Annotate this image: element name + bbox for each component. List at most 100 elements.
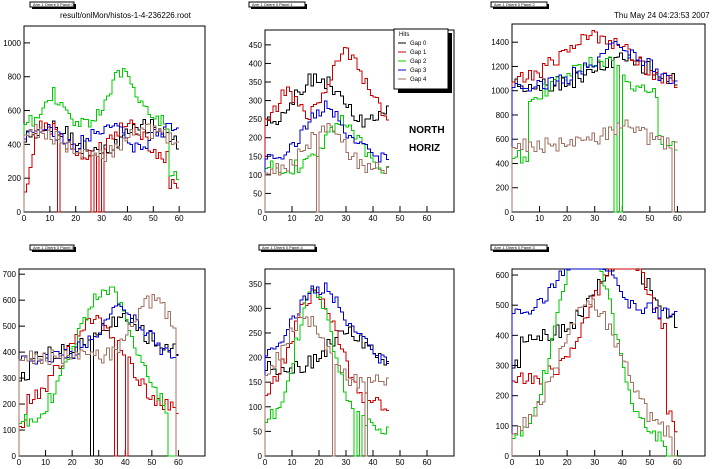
- y-tick-label: 600: [8, 107, 22, 116]
- panel-2: Arm 1 Orient 0 Panel 2020040060080010001…: [490, 1, 706, 223]
- panel-title-box: [248, 1, 306, 8]
- x-tick-label: 20: [563, 458, 572, 467]
- x-tick-label: 10: [535, 458, 544, 467]
- y-tick-label: 100: [496, 422, 510, 431]
- x-tick-label: 20: [563, 214, 572, 223]
- y-tick-label: 800: [8, 73, 22, 82]
- x-tick-label: 50: [396, 214, 405, 223]
- x-tick-label: 50: [147, 458, 156, 467]
- x-tick-label: 20: [71, 214, 80, 223]
- y-tick-label: 350: [249, 78, 263, 87]
- y-tick-label: 1200: [491, 62, 509, 71]
- y-tick-label: 300: [3, 374, 17, 383]
- x-tick-label: 0: [263, 214, 268, 223]
- x-tick-label: 0: [17, 458, 22, 467]
- y-tick-label: 700: [3, 270, 17, 279]
- x-tick-label: 40: [369, 458, 378, 467]
- y-tick-label: 200: [8, 174, 22, 183]
- x-tick-label: 10: [41, 458, 50, 467]
- panel-title-box: [490, 1, 548, 8]
- x-tick-label: 50: [396, 458, 405, 467]
- x-tick-label: 30: [342, 458, 351, 467]
- y-tick-label: 150: [249, 152, 263, 161]
- plot-frame: [511, 268, 706, 457]
- x-tick-label: 60: [673, 458, 682, 467]
- x-tick-label: 50: [645, 458, 654, 467]
- x-tick-label: 60: [423, 458, 432, 467]
- y-tick-label: 400: [249, 59, 263, 68]
- panel-5: Arm 1 Orient 0 Panel 3010020030040050060…: [490, 244, 706, 467]
- x-tick-label: 60: [673, 214, 682, 223]
- y-tick-label: 300: [249, 304, 263, 313]
- x-tick-label: 30: [590, 458, 599, 467]
- panel-title: Arm 1 Orient 0 Panel 5: [33, 245, 74, 250]
- legend-entry: Gap 4: [410, 77, 427, 83]
- y-tick-label: 200: [496, 184, 510, 193]
- panel-title: Arm 1 Orient 0 Panel 3: [494, 245, 535, 250]
- x-tick-label: 0: [263, 458, 268, 467]
- x-tick-label: 60: [174, 458, 183, 467]
- y-tick-label: 250: [249, 115, 263, 124]
- y-tick-label: 0: [258, 452, 263, 461]
- panel-title-box: [29, 1, 75, 8]
- series-gap-4: [23, 123, 180, 212]
- y-tick-label: 1400: [491, 38, 509, 47]
- x-tick-label: 50: [149, 214, 158, 223]
- panel-title-box: [258, 244, 316, 251]
- y-tick-label: 800: [496, 111, 510, 120]
- annotation-horiz: HORIZ: [409, 143, 440, 154]
- plot-frame: [18, 268, 206, 457]
- x-tick-label: 10: [45, 214, 54, 223]
- x-tick-label: 40: [121, 458, 130, 467]
- x-tick-label: 40: [369, 214, 378, 223]
- x-tick-label: 50: [645, 214, 654, 223]
- x-tick-label: 0: [510, 214, 515, 223]
- y-tick-label: 600: [496, 271, 510, 280]
- y-tick-label: 250: [249, 329, 263, 338]
- series-gap-3: [264, 282, 390, 456]
- legend-box: [393, 28, 449, 90]
- series-gap-4: [511, 119, 678, 213]
- series-gap-3: [264, 100, 390, 212]
- y-tick-label: 0: [258, 208, 263, 217]
- y-tick-label: 500: [496, 301, 510, 310]
- panel-0: Arm 1 Orient 0 Panel 0 0 200 400 600 800 1000 0…: [3, 1, 206, 223]
- x-tick-label: 10: [288, 214, 297, 223]
- x-tick-label: 30: [97, 214, 106, 223]
- y-tick-label: 1000: [3, 39, 21, 48]
- y-tick-label: 0: [505, 208, 510, 217]
- x-tick-label: 40: [123, 214, 132, 223]
- y-tick-label: 400: [3, 348, 17, 357]
- y-tick-label: 100: [3, 426, 17, 435]
- series-gap-3: [511, 40, 678, 212]
- panel-3: Arm 1 Orient 0 Panel 5010020030040050060…: [3, 244, 206, 467]
- series-gap-3: [511, 268, 678, 456]
- series-gap-4: [18, 293, 179, 457]
- series-gap-0: [511, 52, 678, 212]
- x-tick-label: 40: [618, 214, 627, 223]
- file-name: result/onlMon/histos-1-4-236226.root: [60, 11, 192, 20]
- series-gap-2: [18, 286, 179, 457]
- legend-entry: Gap 0: [410, 41, 427, 47]
- y-tick-label: 600: [496, 135, 510, 144]
- series-gap-1: [18, 314, 179, 457]
- plot-frame: [23, 25, 206, 213]
- x-tick-label: 20: [315, 458, 324, 467]
- x-tick-label: 30: [342, 214, 351, 223]
- panel-title-box: [29, 244, 75, 251]
- x-tick-label: 60: [423, 214, 432, 223]
- y-tick-label: 500: [3, 322, 17, 331]
- x-tick-label: 0: [22, 214, 27, 223]
- legend-entry: Gap 2: [410, 59, 427, 65]
- y-tick-label: 100: [249, 171, 263, 180]
- panel-title: Arm 1 Orient 0 Panel 4: [262, 245, 303, 250]
- legend-entry: Gap 3: [410, 68, 427, 74]
- series-gap-4: [511, 298, 678, 457]
- x-tick-label: 20: [68, 458, 77, 467]
- y-tick-label: 1000: [491, 87, 509, 96]
- y-tick-label: 200: [249, 134, 263, 143]
- y-tick-label: 600: [3, 296, 17, 305]
- x-tick-label: 30: [94, 458, 103, 467]
